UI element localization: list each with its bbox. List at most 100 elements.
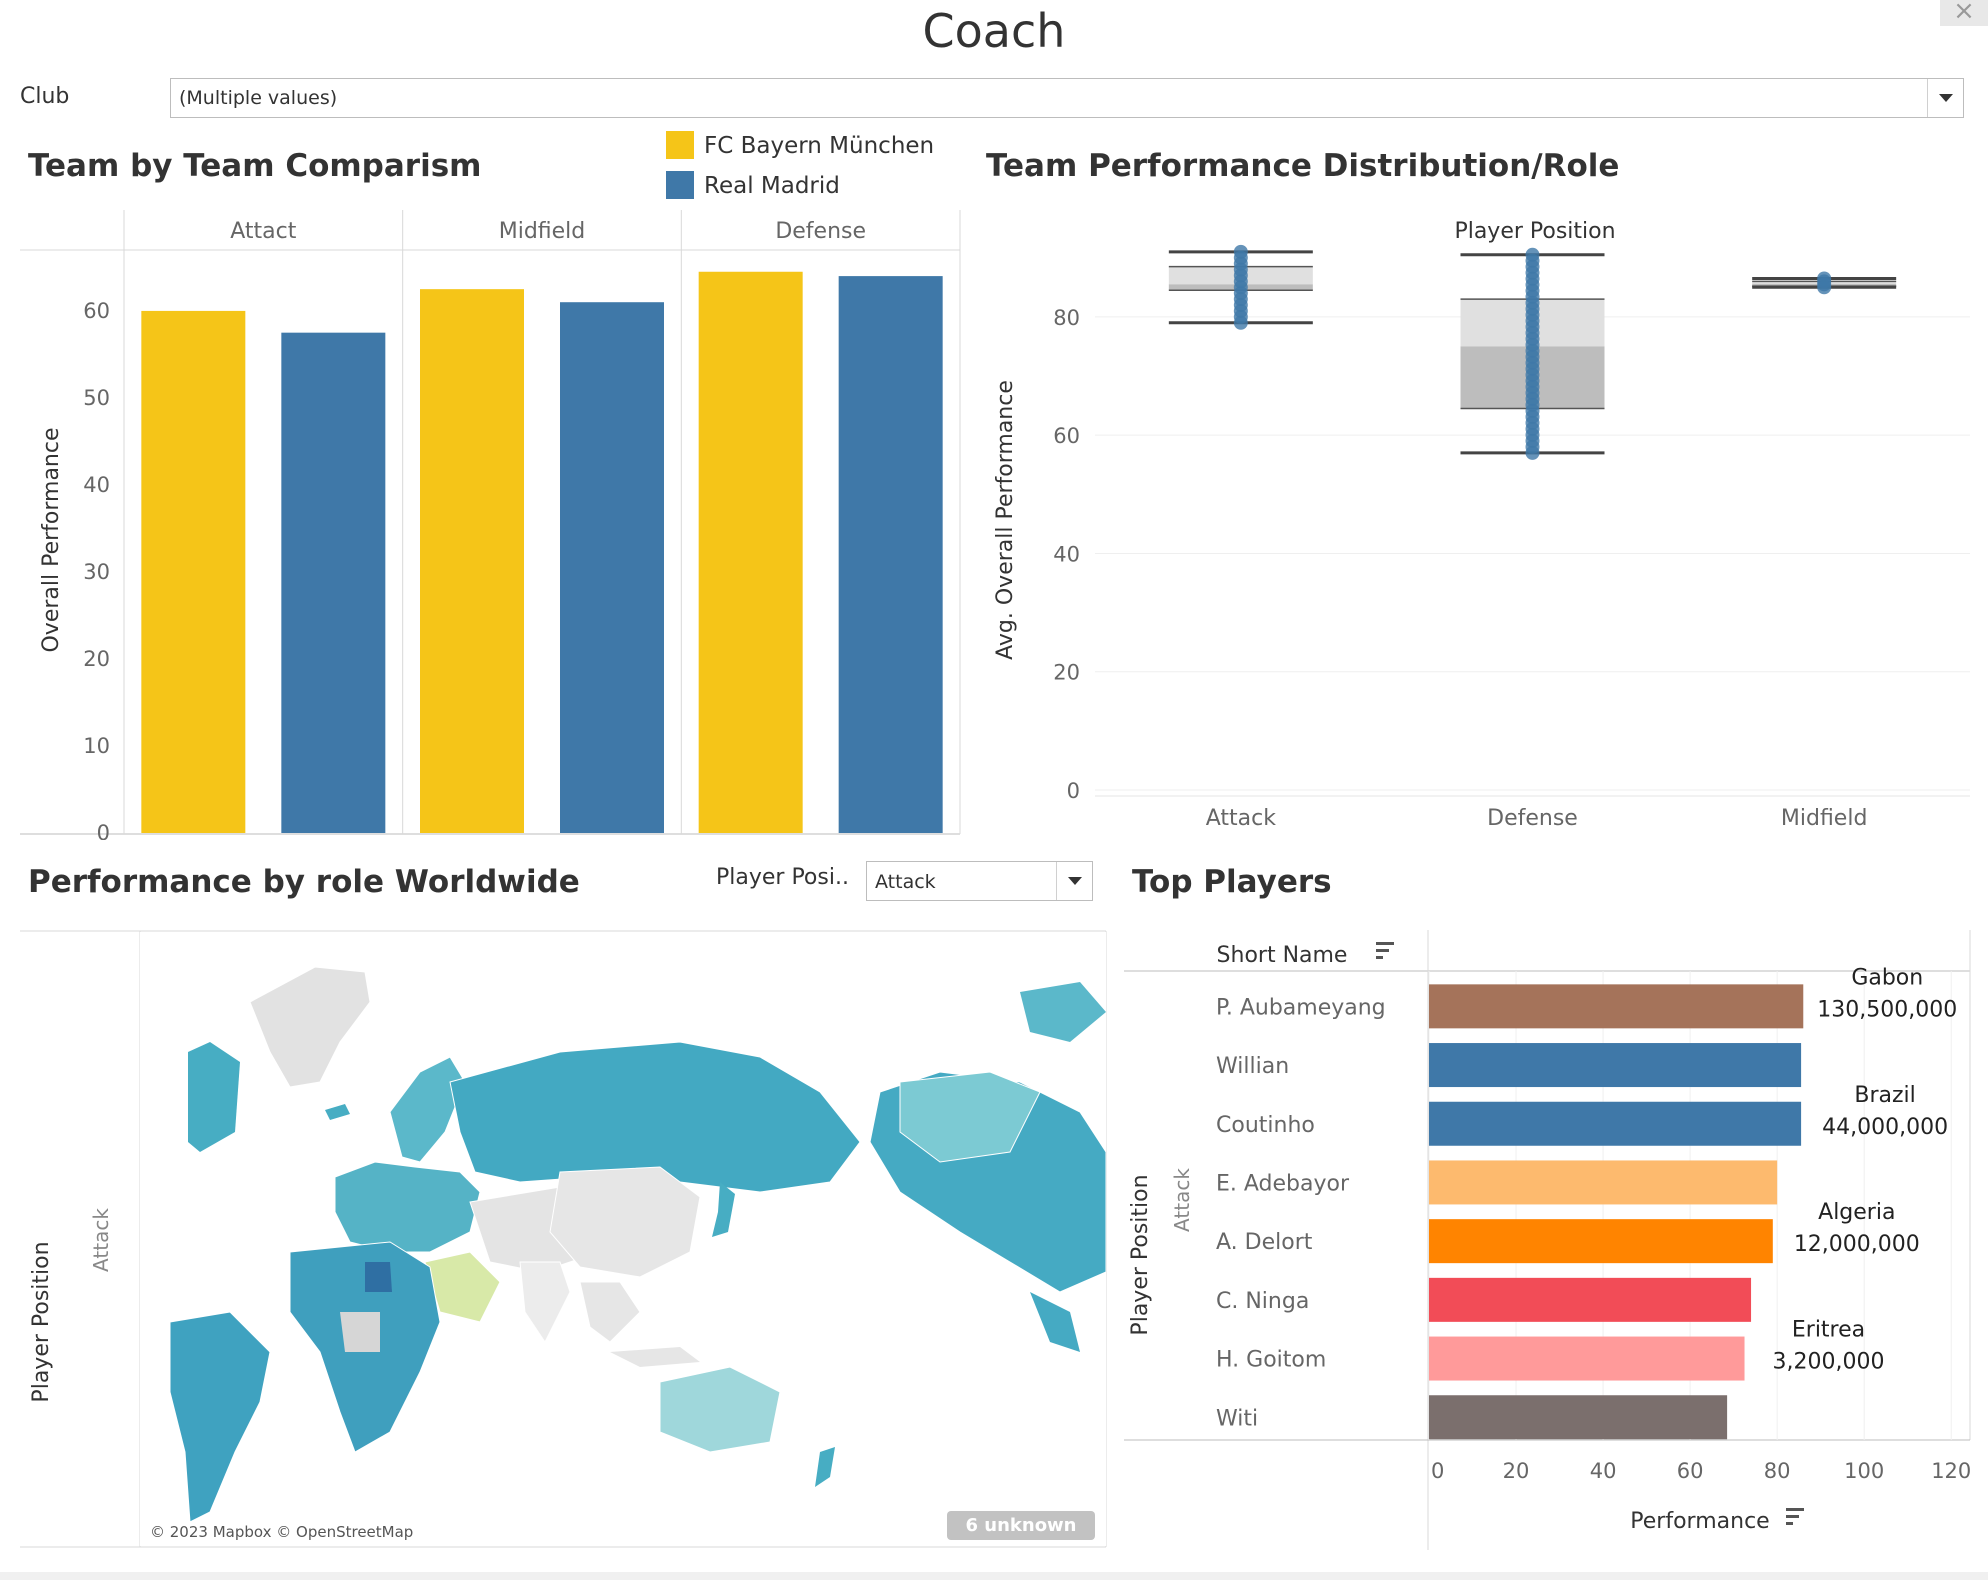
canada-region (899, 1071, 1041, 1163)
map-credit: © 2023 Mapbox © OpenStreetMap (150, 1523, 414, 1541)
bottom-strip (0, 1572, 1988, 1580)
unknown-badge[interactable]: 6 unknown (947, 1511, 1095, 1540)
australia-region (659, 1366, 781, 1453)
team-comparison-chart: 0 10 20 30 40 50 60 Overall Performance Attact Mi… (20, 210, 961, 840)
club-filter-label: Club (20, 84, 70, 109)
bar-defense-madrid (838, 276, 943, 833)
new-zealand-region (815, 1447, 835, 1487)
x-tick-label: 0 (1431, 1459, 1444, 1483)
bar-label-amount: 44,000,000 (1822, 1115, 1948, 1140)
x-axis-title: Performance (1630, 1509, 1769, 1534)
bar-label-country: Brazil (1854, 1083, 1915, 1108)
player-bar (1429, 1219, 1773, 1264)
sort-icon (1376, 956, 1383, 959)
y-axis-title: Avg. Overall Performance (993, 380, 1018, 660)
player-bar (1429, 1160, 1778, 1205)
canada-west-region (188, 1042, 240, 1152)
y-tick-label: 20 (1053, 661, 1080, 685)
y-tick-label: 50 (83, 386, 110, 410)
india-region (519, 1261, 571, 1343)
player-name: C. Ninga (1216, 1289, 1309, 1314)
sort-icon (1376, 942, 1394, 945)
player-position-filter-label: Player Posi.. (716, 865, 849, 890)
sort-icon (1786, 1508, 1804, 1511)
y-tick-label: 0 (97, 821, 110, 840)
y-tick-label: 0 (1067, 779, 1080, 803)
legend-label-madrid[interactable]: Real Madrid (704, 173, 840, 199)
x-tick-label: 100 (1844, 1459, 1884, 1483)
player-name: Witi (1216, 1406, 1258, 1431)
top-players-chart: Short Name Player Position Attack 0 20 40 60 80… (1124, 930, 1971, 1550)
player-position-value: Attack (875, 871, 936, 893)
legend-swatch-madrid[interactable] (666, 171, 694, 199)
map-frame: Player Position Attack (20, 930, 1107, 1548)
player-name: Coutinho (1216, 1113, 1315, 1138)
central-america-region (1030, 1292, 1080, 1352)
sort-icon (1786, 1522, 1793, 1525)
club-dropdown-button[interactable] (1927, 79, 1963, 117)
bar-label-country: Gabon (1851, 965, 1923, 990)
legend-swatch-bayern[interactable] (666, 131, 694, 159)
china-region (549, 1166, 701, 1278)
club-filter-dropdown[interactable]: (Multiple values) (170, 78, 1964, 118)
arctic-islands-region (1020, 982, 1106, 1042)
chevron-down-icon (1068, 877, 1082, 885)
player-bar (1429, 1336, 1745, 1381)
top-players-row-value: Attack (1170, 1168, 1194, 1232)
indonesia-region (610, 1347, 700, 1367)
team-comparison-title: Team by Team Comparism (28, 148, 482, 184)
bar-midfield-bayern (420, 289, 524, 833)
russia-region (449, 1041, 861, 1193)
map-row-header: Player Position (29, 1241, 54, 1402)
bar-label-country: Eritrea (1792, 1318, 1865, 1343)
data-point-defense (1525, 445, 1540, 460)
y-tick-label: 60 (1053, 424, 1080, 448)
bar-label-amount: 3,200,000 (1773, 1350, 1885, 1375)
close-icon[interactable]: × (1940, 0, 1988, 26)
sort-icon (1376, 949, 1389, 952)
player-position-dropdown[interactable]: Attack (866, 861, 1093, 901)
iceland-region (325, 1104, 350, 1120)
player-name: E. Adebayor (1216, 1171, 1350, 1196)
player-name: A. Delort (1216, 1230, 1313, 1255)
panel-header-defense: Defense (775, 219, 866, 244)
y-tick-label: 60 (83, 299, 110, 323)
central-africa-region (340, 1312, 380, 1352)
legend-label-bayern[interactable]: FC Bayern München (704, 133, 935, 159)
worldwide-title: Performance by role Worldwide (28, 864, 580, 900)
player-bar (1429, 1043, 1802, 1088)
y-tick-label: 80 (1053, 306, 1080, 330)
top-players-row-header: Player Position (1128, 1174, 1153, 1335)
world-map-graphic (169, 966, 1106, 1523)
y-tick-label: 40 (1053, 542, 1080, 566)
player-bar (1429, 1101, 1802, 1146)
japan-region (712, 1182, 735, 1237)
world-map[interactable] (140, 932, 1106, 1546)
player-name: H. Goitom (1216, 1348, 1326, 1373)
data-point-midfield (1817, 280, 1832, 295)
x-tick-label: 60 (1677, 1459, 1704, 1483)
y-tick-label: 20 (83, 647, 110, 671)
x-tick-label: 20 (1503, 1459, 1530, 1483)
player-bar (1429, 1277, 1752, 1322)
y-tick-label: 10 (83, 734, 110, 758)
y-axis-title: Overall Performance (39, 427, 64, 652)
bar-attact-madrid (281, 332, 386, 833)
bar-label-country: Algeria (1818, 1200, 1895, 1225)
player-position-dropdown-button[interactable] (1056, 862, 1092, 900)
data-point-attack (1233, 315, 1248, 330)
player-name: Willian (1216, 1054, 1289, 1079)
y-tick-label: 30 (83, 560, 110, 584)
arabia-region (424, 1251, 501, 1323)
panel-header-midfield: Midfield (499, 219, 586, 244)
distribution-chart: Player Position 0 20 40 60 80 Avg. Overall Per… (993, 219, 1970, 831)
club-filter-value: (Multiple values) (179, 87, 338, 109)
se-asia-region (579, 1281, 641, 1343)
egypt-region (365, 1262, 392, 1292)
bar-midfield-madrid (560, 302, 664, 833)
y-tick-label: 40 (83, 473, 110, 497)
chevron-down-icon (1939, 94, 1953, 102)
distribution-header: Player Position (1454, 219, 1615, 244)
south-america-region (169, 1311, 271, 1523)
page-title: Coach (922, 4, 1066, 58)
